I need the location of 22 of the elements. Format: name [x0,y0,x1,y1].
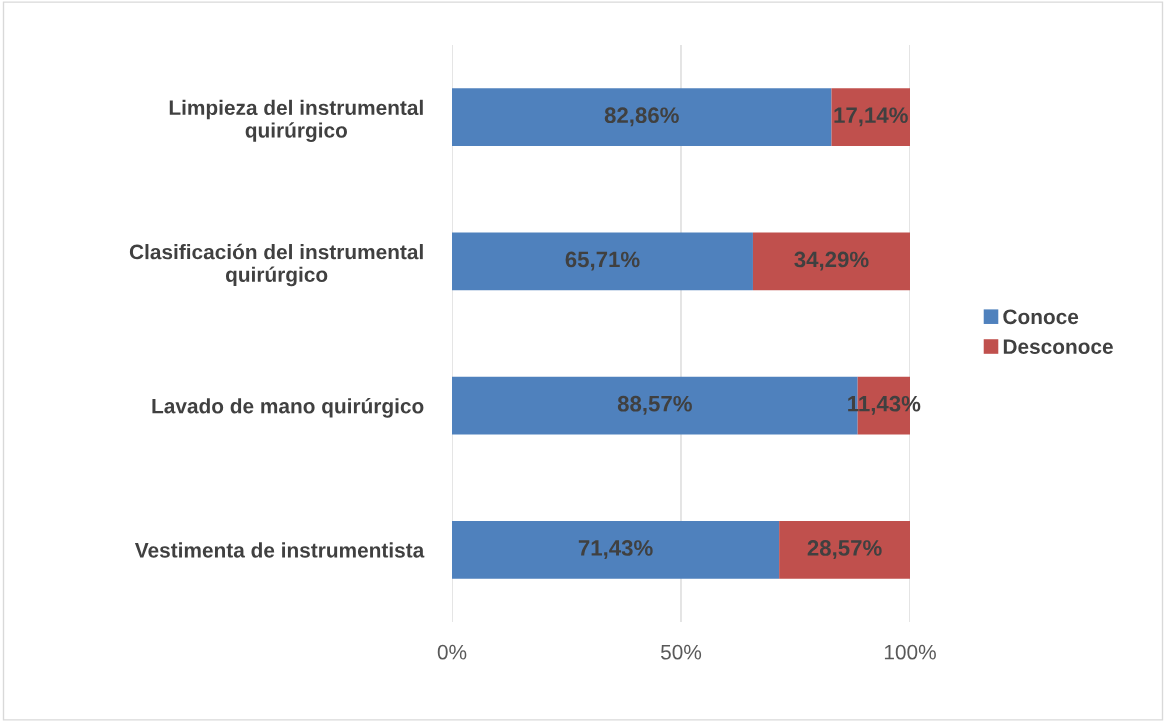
bar [779,521,910,579]
bar [752,232,910,291]
bar [452,88,832,146]
x-tick-label: 0% [437,644,467,660]
y-tick-label: Clasificación del instrumental quirúrgico [129,243,423,287]
data-label: 71,43% [578,540,653,560]
bar [452,232,753,291]
y-tick-label: Vestimenta de instrumentista [134,542,425,558]
data-label: 65,71% [565,251,640,271]
x-tick-label: 100% [884,644,936,660]
x-tick-label: 50% [660,644,702,660]
y-tick-label: Limpieza del instrumental quirúrgico [169,99,423,142]
legend-label: Conoce [1003,309,1079,325]
data-label: 17,14% [834,107,908,127]
legend-label: Desconoce [1003,339,1113,355]
data-label: 88,57% [617,395,692,415]
y-tick-label: Lavado de mano quirúrgico [152,397,424,418]
bar [831,88,910,146]
data-label: 34,29% [794,251,869,271]
data-label: 28,57% [807,540,882,560]
bar [452,521,780,579]
data-label: 82,86% [604,107,679,127]
